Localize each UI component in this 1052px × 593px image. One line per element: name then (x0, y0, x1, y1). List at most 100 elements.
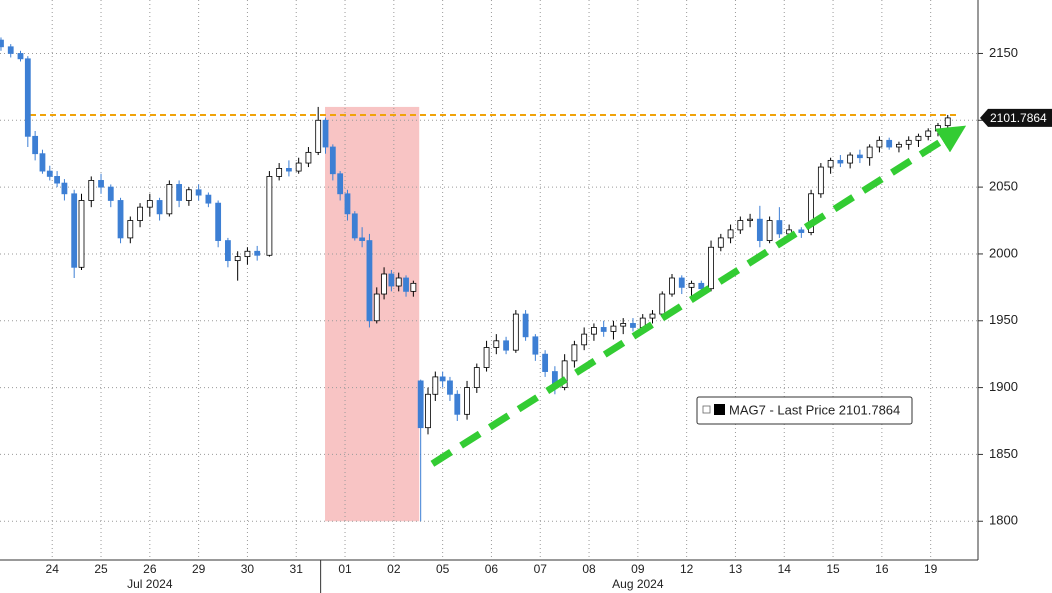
candle-body (381, 273, 387, 295)
x-tick-label: 02 (387, 562, 401, 576)
candle (447, 376, 453, 401)
candle (896, 141, 902, 153)
legend: MAG7 - Last Price 2101.7864 (696, 396, 913, 425)
candle-body (432, 376, 439, 395)
candle-body (876, 139, 883, 148)
candle (817, 163, 824, 198)
candle (503, 336, 509, 355)
candle (127, 216, 134, 244)
candle-body (464, 387, 470, 415)
candle-body (266, 176, 273, 256)
marks-layer (0, 37, 958, 522)
candle (439, 371, 446, 388)
candle-body (0, 39, 4, 48)
candle-body (776, 220, 783, 235)
candle-body (276, 168, 283, 177)
candle-body (512, 313, 519, 351)
candle-body (388, 273, 395, 287)
candle (649, 310, 656, 324)
candle (717, 233, 724, 252)
candle (473, 363, 480, 393)
candle (266, 171, 273, 257)
candle (146, 193, 153, 217)
candle-body (32, 135, 39, 155)
candle (847, 152, 854, 169)
candle-body (439, 376, 446, 382)
candle (464, 380, 470, 420)
candle-body (176, 184, 183, 201)
candle (322, 117, 329, 154)
candle-body (610, 325, 617, 332)
candle-body (649, 313, 656, 319)
candle-body (254, 250, 261, 256)
candle (454, 390, 461, 422)
candle-body (366, 240, 373, 322)
candle-body (620, 323, 627, 327)
candle (185, 187, 192, 206)
candle (17, 50, 24, 62)
candle-body (678, 277, 685, 288)
candle-body (847, 154, 854, 164)
candle-body (359, 237, 366, 241)
candle (542, 350, 549, 377)
candle (669, 273, 675, 297)
candle (866, 144, 873, 166)
candle-body (727, 229, 734, 239)
candle-body (935, 125, 941, 132)
candle (905, 136, 912, 150)
candle-body (107, 186, 114, 201)
x-tick-label: 26 (143, 562, 157, 576)
candle (337, 171, 344, 201)
x-tick-label: 13 (729, 562, 743, 576)
legend-box (696, 396, 913, 425)
candle-body (410, 282, 417, 292)
candle (61, 179, 68, 201)
candle-body (766, 220, 773, 241)
candle (286, 160, 292, 177)
candle-body (837, 159, 844, 164)
candle-body (571, 344, 578, 362)
candle-body (351, 213, 358, 239)
candle (581, 327, 588, 351)
candle (935, 122, 941, 137)
candle (0, 37, 4, 51)
candle-body (925, 130, 932, 137)
candle (351, 211, 358, 241)
candle (678, 275, 685, 295)
x-tick-label: 25 (94, 562, 108, 576)
candle-body (225, 240, 231, 262)
candle (620, 318, 627, 335)
candle (708, 240, 714, 292)
candle-body (88, 180, 95, 201)
candle-body (581, 333, 588, 346)
candle (776, 207, 783, 238)
candle-body (395, 277, 402, 287)
candle-body (305, 151, 312, 164)
x-tick-label: 19 (924, 562, 938, 576)
candle-body (425, 393, 431, 429)
candle (395, 272, 402, 292)
x-tick-label: 12 (680, 562, 694, 576)
candle-body (522, 313, 529, 338)
candle-body (659, 293, 666, 315)
candle-body (717, 237, 724, 248)
candle-body (747, 218, 753, 221)
candle (747, 213, 753, 228)
candle-body (708, 246, 714, 290)
candle (305, 147, 312, 168)
candle (630, 318, 636, 332)
x-tick-label: 24 (46, 562, 60, 576)
candle-body (473, 367, 480, 388)
candle-body (166, 184, 173, 215)
candle-body (195, 189, 202, 196)
last-price-label: 2101.7864 (990, 111, 1047, 125)
candle (234, 251, 241, 281)
candle (417, 379, 424, 522)
candle-body (630, 323, 636, 328)
candle (276, 163, 283, 181)
candle (571, 340, 578, 368)
candle-body (669, 277, 675, 295)
candle-body (315, 119, 322, 153)
candle (403, 275, 409, 297)
